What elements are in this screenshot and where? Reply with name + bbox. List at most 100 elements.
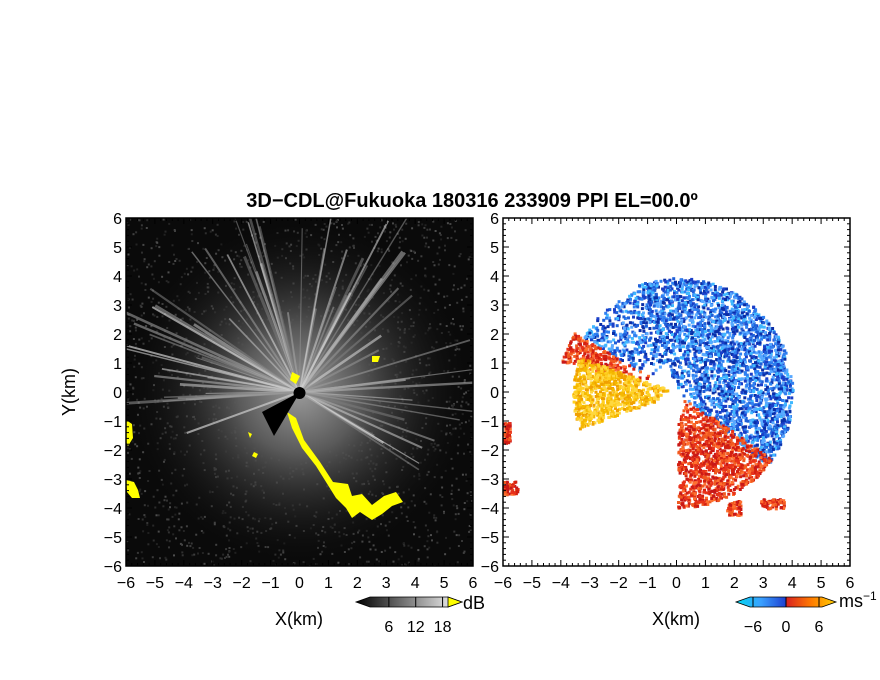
velocity-pixel [694,374,698,378]
velocity-pixel [754,308,758,312]
velocity-pixel [777,437,781,441]
echo-ray [204,247,301,393]
velocity-pixel [744,419,748,423]
velocity-pixel [680,287,684,290]
velocity-pixel [702,340,706,344]
velocity-pixel [701,400,705,404]
noise-pixel [404,237,407,240]
velocity-pixel [724,369,728,372]
noise-pixel [449,223,452,225]
velocity-pixel [733,381,737,385]
velocity-pixel [716,302,720,305]
velocity-pixel [759,330,763,334]
velocity-pixel [752,409,756,413]
velocity-pixel [654,279,658,283]
velocity-pixel [790,396,794,400]
noise-pixel [455,505,458,507]
velocity-pixel [714,296,718,299]
velocity-pixel [621,301,625,305]
velocity-pixel [752,347,755,351]
velocity-pixel [776,401,780,405]
velocity-pixel [744,425,748,429]
velocity-pixel [739,442,743,446]
velocity-pixel [623,329,627,333]
y-tick-label: −4 [104,501,122,518]
velocity-pixel [720,351,723,355]
velocity-pixel [754,312,757,316]
velocity-pixel [649,284,653,288]
velocity-pixel [712,364,716,368]
velocity-pixel [720,389,724,393]
velocity-pixel [709,304,713,307]
velocity-pixel [723,349,727,353]
velocity-pixel [728,334,732,338]
velocity-pixel [673,289,676,293]
x-tick-label: 4 [411,575,420,592]
noise-pixel [182,530,185,532]
velocity-pixel [678,326,682,330]
x-tick-label: −5 [146,575,164,592]
velocity-pixel [717,306,721,310]
velocity-pixel [675,344,679,348]
velocity-pixel [662,315,666,319]
noise-pixel [455,239,458,242]
noise-pixel [164,556,167,559]
velocity-pixel [735,410,739,414]
noise-pixel [395,225,398,228]
velocity-pixel [702,310,706,314]
noise-pixel [140,314,143,317]
velocity-pixel [779,366,783,370]
velocity-pixel [765,319,769,323]
y-tick-label: −5 [104,530,122,547]
velocity-pixel [683,369,687,373]
noise-pixel [437,263,440,266]
velocity-pixel [662,296,666,300]
velocity-pixel [731,326,735,330]
velocity-pixel [731,360,735,364]
velocity-pixel [698,370,702,373]
noise-pixel [433,516,436,519]
velocity-pixel [779,384,783,388]
velocity-pixel [679,382,683,386]
velocity-pixel [691,345,695,348]
velocity-pixel [726,425,730,429]
velocity-pixel [678,361,682,365]
velocity-pixel [631,358,635,362]
velocity-pixel [694,387,698,391]
velocity-pixel [649,303,652,307]
noise-pixel [131,298,134,301]
velocity-pixel [610,344,614,348]
noise-pixel [197,242,199,245]
velocity-pixel [773,428,777,432]
velocity-pixel [748,316,752,320]
velocity-pixel [709,408,713,412]
velocity-pixel [698,391,702,395]
velocity-pixel [708,349,712,352]
velocity-pixel [609,350,612,354]
velocity-pixel [726,336,730,340]
velocity-pixel [713,398,717,402]
noise-pixel [127,451,129,454]
velocity-pixel [789,375,793,379]
velocity-pixel [645,332,649,336]
velocity-pixel [648,305,651,309]
velocity-pixel [711,291,715,295]
velocity-pixel [738,399,742,403]
velocity-pixel [754,424,758,427]
noise-pixel [129,325,132,328]
velocity-pixel [698,368,702,372]
noise-pixel [147,480,150,482]
velocity-pixel [754,426,758,430]
velocity-pixel [652,354,656,358]
velocity-pixel [702,409,706,413]
noise-pixel [144,283,147,286]
velocity-pixel [763,345,766,349]
velocity-pixel [707,336,711,340]
velocity-pixel [651,285,655,289]
velocity-pixel [724,399,728,403]
noise-pixel [403,544,406,547]
velocity-pixel [771,412,775,416]
velocity-pixel [756,438,760,442]
velocity-pixel [673,362,676,366]
